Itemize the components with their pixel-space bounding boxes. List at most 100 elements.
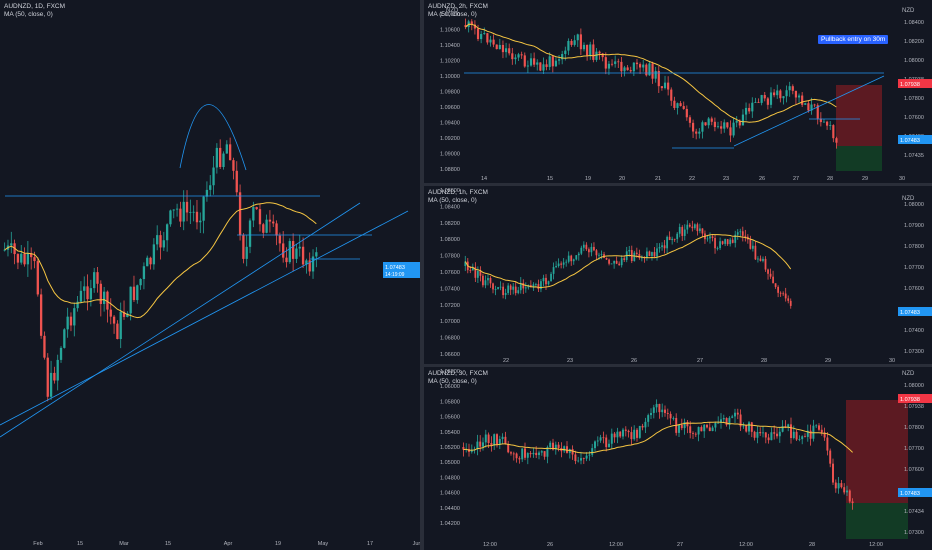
1h-x-tick-label: 28	[761, 358, 767, 364]
1h-candle	[658, 247, 661, 249]
30m-right-y-tick-label: 1.07700	[904, 446, 924, 452]
daily-candle	[16, 254, 20, 263]
2h-candle	[604, 57, 607, 69]
1h-candle	[661, 245, 663, 248]
2h-x-tick-label: 23	[723, 176, 729, 182]
30m-candle	[680, 424, 683, 429]
1h-candle	[522, 282, 525, 289]
2h-candle	[529, 58, 533, 66]
30m-candle	[666, 412, 669, 414]
30m-candle	[582, 458, 585, 459]
1h-candle	[575, 255, 578, 260]
1h-candle	[693, 224, 696, 229]
2h-right-y-tick-label: 1.08000	[904, 58, 924, 64]
1h-chart-canvas[interactable]: 1.08600 1.08400 1.08200 1.08000 1.07800 1.076…	[424, 186, 932, 364]
2h-candle	[769, 92, 773, 105]
1h-x-tick-label: 23	[567, 358, 573, 364]
1h-candle	[651, 252, 653, 256]
1h-candle	[479, 270, 482, 276]
30m-x-tick-label: 28	[809, 542, 815, 548]
1h-candle	[699, 228, 701, 232]
1h-candle	[524, 287, 527, 289]
30m-x-tick-label: 12:00	[739, 542, 753, 548]
30m-x-tick-label: 26	[547, 542, 553, 548]
30m-candle	[540, 451, 543, 453]
1h-x-tick-label: 27	[697, 358, 703, 364]
30m-candle	[756, 431, 759, 438]
2h-candle	[545, 64, 548, 67]
2h-candle	[788, 86, 791, 91]
30m-candle	[521, 448, 524, 460]
30m-candle	[711, 427, 714, 432]
1h-chart-pane[interactable]: 1.08600 1.08400 1.08200 1.08000 1.07800 1.076…	[424, 186, 932, 364]
pane-divider-2[interactable]	[424, 364, 932, 367]
2h-chart-pane[interactable]: 1.10800 1.10600 1.10400 1.10200 1.10000 1.098…	[424, 0, 932, 183]
daily-candle	[99, 283, 102, 304]
daily-candle	[268, 219, 272, 222]
30m-candle	[563, 446, 566, 452]
30m-candle	[798, 439, 801, 440]
2h-candle	[629, 70, 632, 72]
30m-candle	[596, 440, 599, 442]
1h-right-y-tick-label: 1.07600	[904, 286, 924, 292]
daily-candle	[73, 308, 76, 326]
1h-y-tick-label: 1.08000	[440, 237, 460, 243]
daily-candle	[288, 241, 291, 263]
2h-candle	[582, 44, 586, 50]
30m-right-y-tick-label: 1.07434	[904, 509, 924, 515]
pane-divider-vertical[interactable]	[420, 0, 424, 550]
1h-candle	[532, 284, 535, 287]
1h-candle	[598, 254, 600, 256]
30m-chart-canvas[interactable]: 1.06200 1.06000 1.05800 1.05600 1.05400 1.052…	[424, 367, 932, 550]
daily-candle	[30, 253, 33, 258]
30m-candle	[538, 452, 540, 456]
1h-candle	[484, 280, 487, 286]
daily-candle	[265, 219, 268, 233]
2h-candle	[548, 56, 551, 67]
1h-candle	[678, 227, 681, 234]
30m-candle	[725, 418, 728, 425]
daily-candle	[136, 285, 139, 301]
1h-y-tick-label: 1.07000	[440, 319, 460, 325]
30m-candle	[610, 433, 613, 444]
pullback-annotation[interactable]: Pullback entry on 30m	[818, 35, 889, 44]
1h-candle	[724, 239, 727, 244]
1h-candle	[696, 224, 699, 232]
daily-candle	[215, 147, 219, 168]
1h-candle	[476, 270, 479, 278]
daily-candle	[83, 286, 86, 291]
daily-candle	[122, 311, 126, 317]
30m-candle	[554, 444, 557, 450]
2h-candle	[536, 62, 539, 65]
1h-candle	[789, 300, 792, 306]
1h-candle	[711, 236, 714, 238]
30m-last-price-tag-text: 1.07483	[900, 491, 920, 497]
daily-indicator: MA (50, close, 0)	[4, 11, 53, 18]
2h-chart-canvas[interactable]: 1.10800 1.10600 1.10400 1.10200 1.10000 1.098…	[424, 0, 932, 183]
30m-candle	[720, 419, 722, 423]
1h-y-tick-label: 1.07200	[440, 303, 460, 309]
2h-candle	[464, 25, 467, 28]
1h-candle	[519, 282, 522, 291]
30m-candle	[594, 441, 596, 449]
daily-candle	[39, 294, 43, 336]
30m-candle	[815, 425, 818, 427]
1h-right-y-tick-label: 1.07700	[904, 265, 924, 271]
2h-candle	[766, 98, 769, 105]
2h-candle	[685, 108, 688, 118]
2h-candle	[495, 44, 498, 50]
daily-x-tick-label: 15	[77, 541, 83, 547]
1h-candle	[471, 267, 474, 271]
30m-y-tick-label: 1.05000	[440, 460, 460, 466]
30m-candle	[470, 450, 473, 452]
30m-chart-pane[interactable]: 1.06200 1.06000 1.05800 1.05600 1.05400 1.052…	[424, 367, 932, 550]
1h-right-y-tick-label: 1.07900	[904, 223, 924, 229]
daily-candle	[205, 189, 209, 197]
30m-candle	[742, 425, 745, 427]
1h-right-y-tick-label: 1.07800	[904, 244, 924, 250]
pane-divider-1[interactable]	[424, 183, 932, 186]
30m-candle	[644, 421, 647, 428]
2h-candle	[757, 102, 760, 104]
